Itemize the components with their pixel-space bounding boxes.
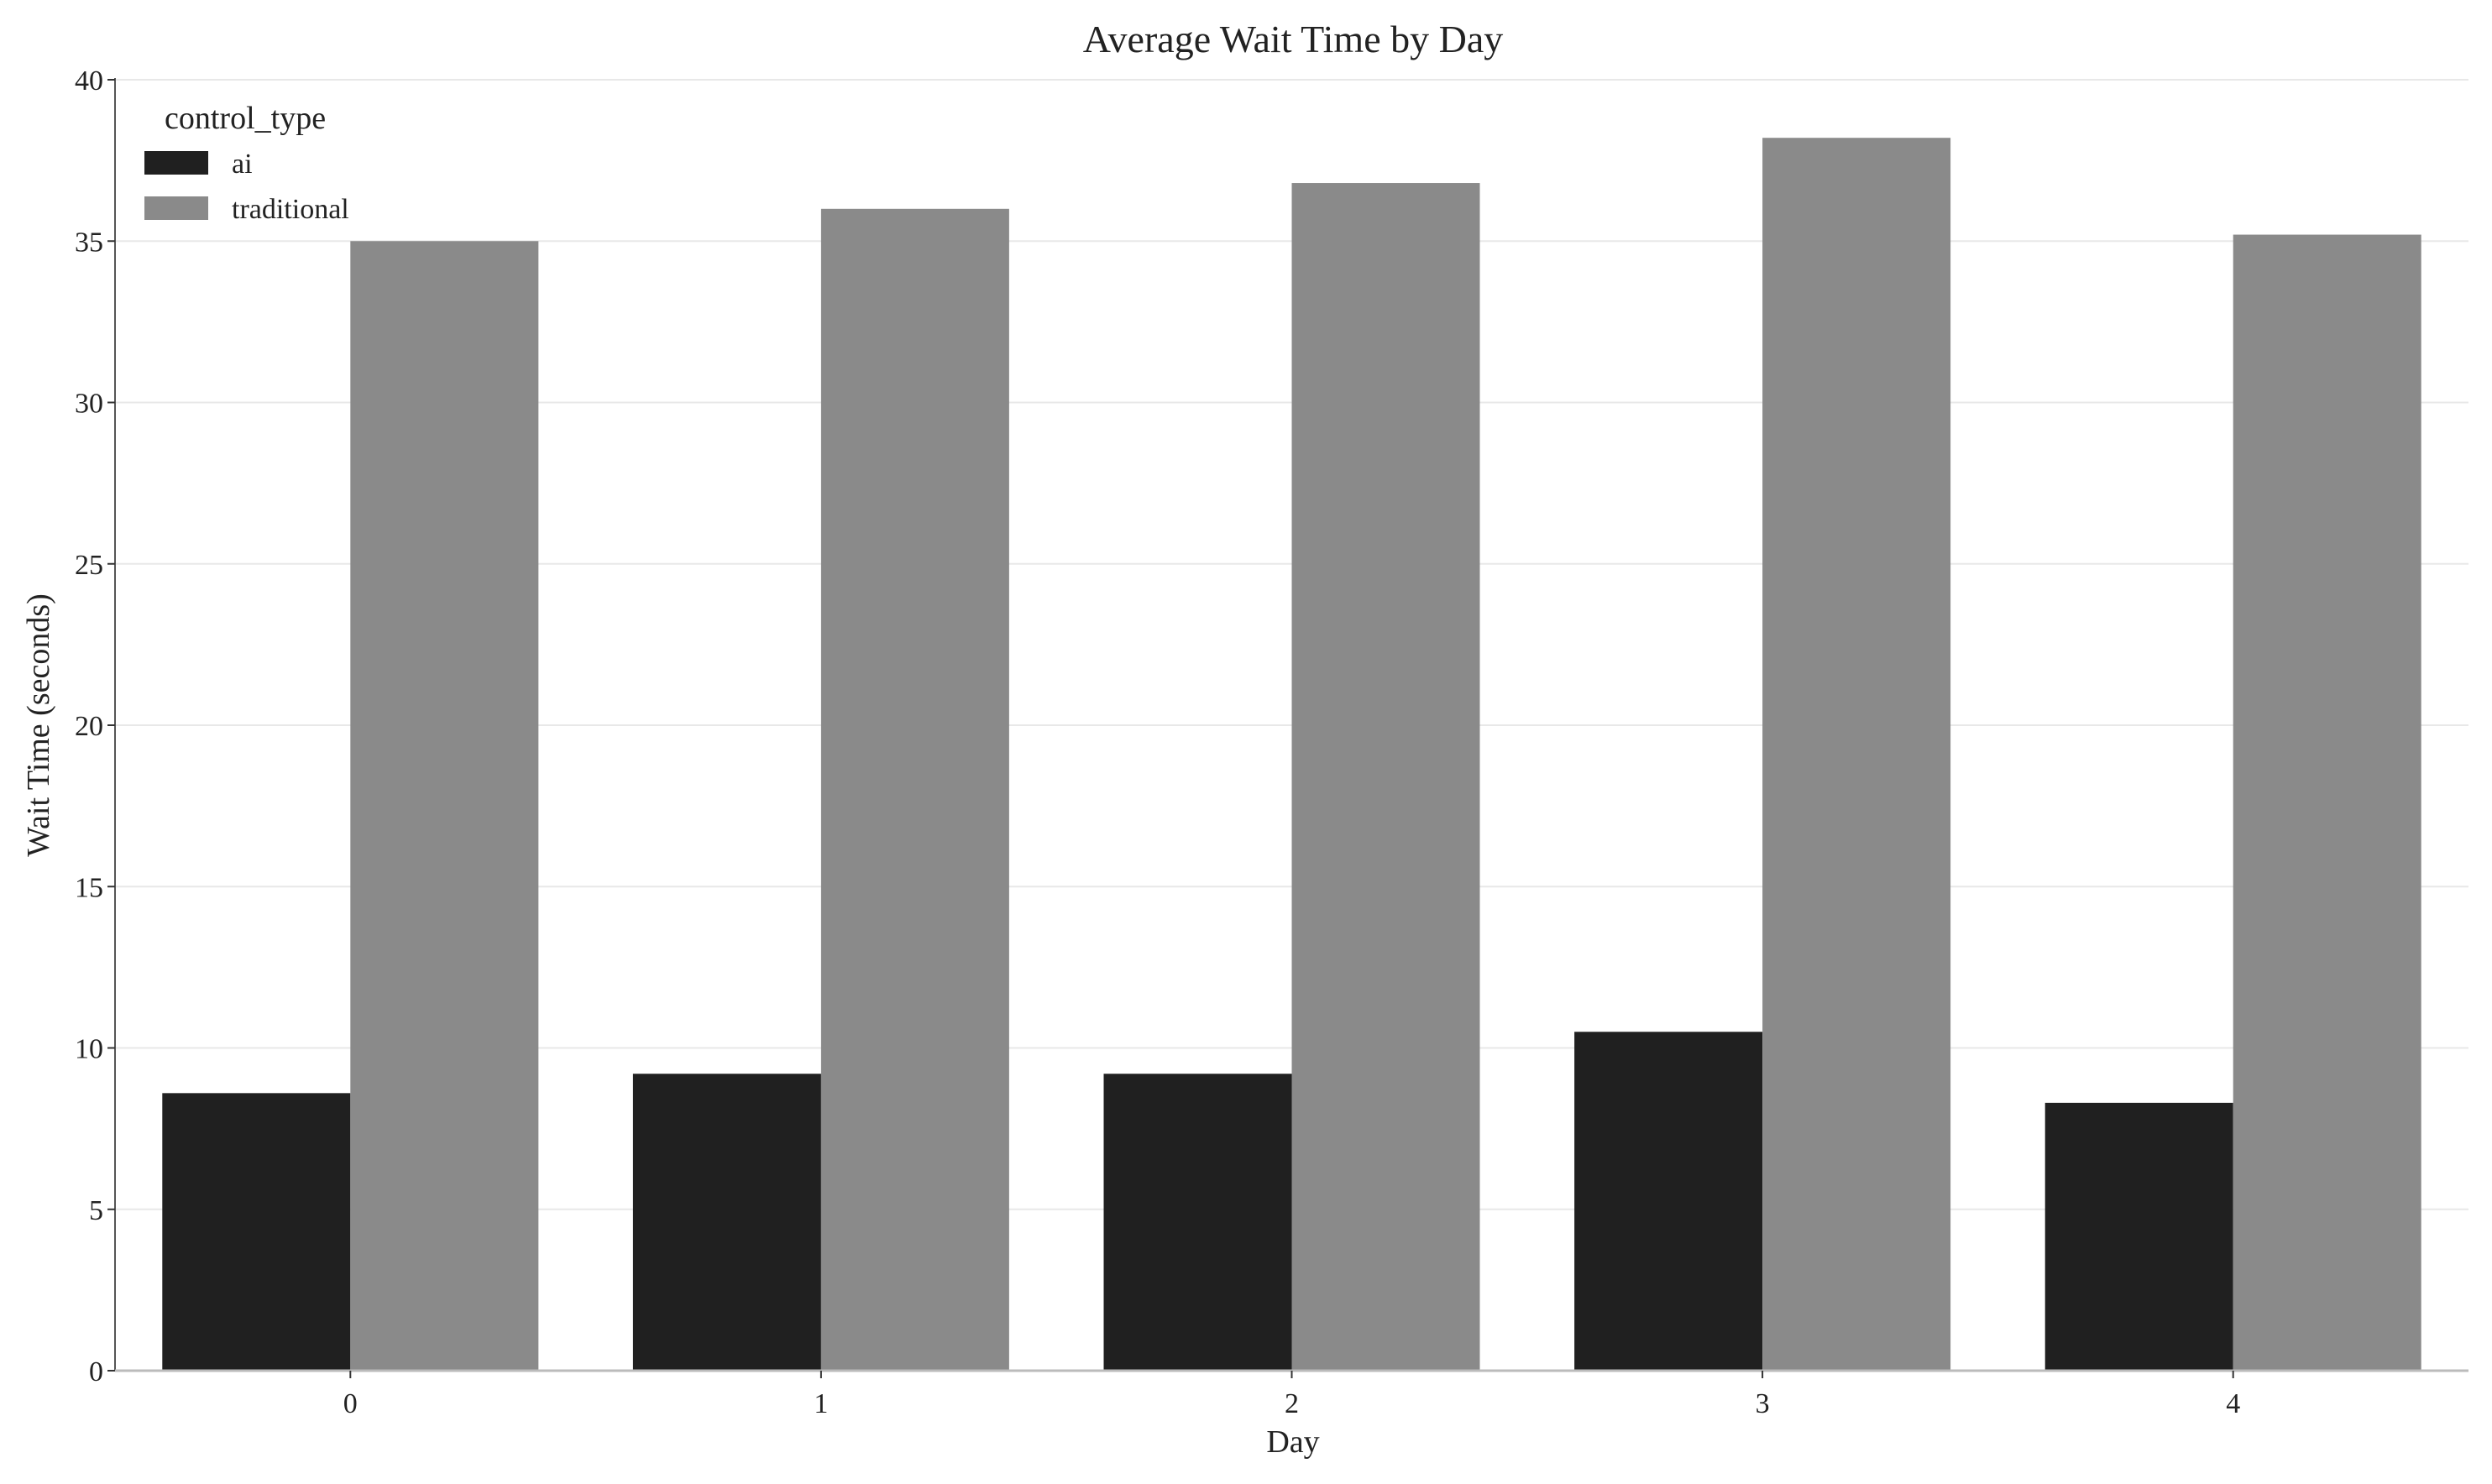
y-tick-label: 20	[75, 711, 103, 742]
legend-label-traditional: traditional	[232, 194, 349, 225]
y-tick-label: 25	[75, 550, 103, 581]
x-tick-label: 4	[2226, 1388, 2240, 1419]
y-tick-label: 40	[75, 65, 103, 97]
y-tick-label: 10	[75, 1034, 103, 1065]
bars	[162, 138, 2421, 1372]
x-tick-label: 1	[814, 1388, 828, 1419]
bar-ai-day-1	[632, 1074, 821, 1371]
x-tick-label: 2	[1285, 1388, 1299, 1419]
y-tick-label: 15	[75, 872, 103, 903]
legend: control_type ai traditional	[144, 101, 349, 225]
y-tick-label: 5	[89, 1195, 103, 1226]
y-axis-ticks: 0 5 10 15 20 25 30 35 40	[75, 65, 115, 1387]
y-tick-label: 30	[75, 389, 103, 420]
bar-ai-day-4	[2044, 1102, 2233, 1371]
y-tick-label: 35	[75, 227, 103, 258]
legend-title: control_type	[165, 101, 326, 136]
bar-traditional-day-2	[1291, 183, 1480, 1371]
bar-traditional-day-0	[350, 241, 539, 1371]
bar-ai-day-0	[162, 1093, 351, 1371]
y-tick-label: 0	[89, 1356, 103, 1387]
x-tick-label: 0	[343, 1388, 358, 1419]
legend-swatch-traditional	[144, 196, 208, 220]
legend-label-ai: ai	[232, 149, 253, 180]
bar-traditional-day-3	[1762, 138, 1951, 1372]
bar-traditional-day-1	[820, 208, 1009, 1371]
x-axis-label: Day	[1266, 1424, 1319, 1460]
y-axis-label: Wait Time (seconds)	[21, 593, 56, 857]
x-tick-label: 3	[1756, 1388, 1770, 1419]
bar-ai-day-2	[1103, 1074, 1292, 1371]
bar-ai-day-3	[1574, 1032, 1763, 1371]
chart-title: Average Wait Time by Day	[1083, 18, 1504, 60]
bar-traditional-day-4	[2233, 234, 2421, 1371]
x-axis-ticks: 0 1 2 3 4	[343, 1371, 2240, 1419]
legend-swatch-ai	[144, 151, 208, 175]
